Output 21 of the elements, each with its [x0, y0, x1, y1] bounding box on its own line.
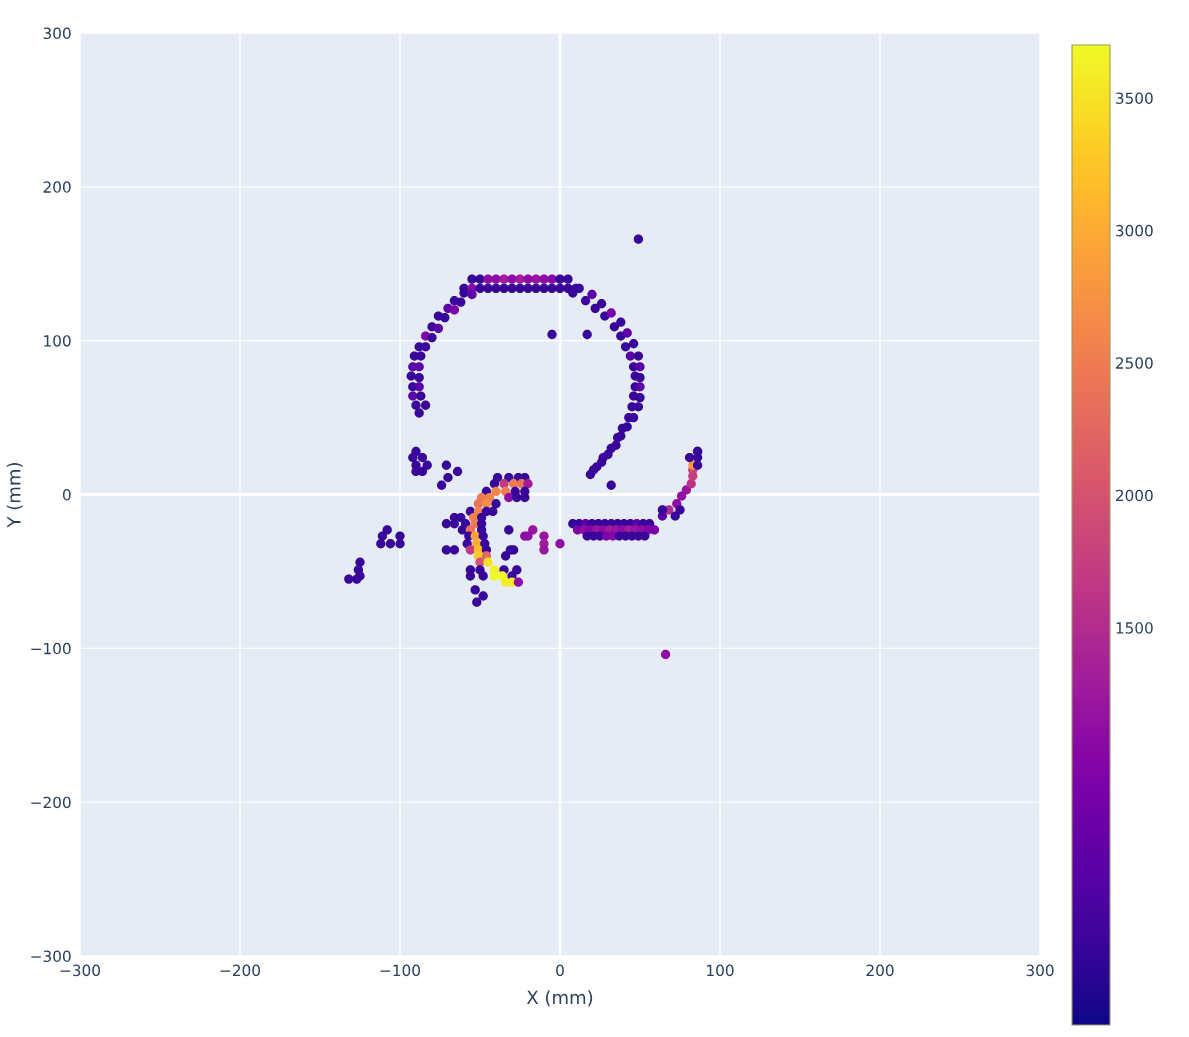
y-axis-title: Y (mm) [6, 463, 23, 528]
color-bar-label: 2500 [1115, 357, 1153, 369]
y-tick-label: −300 [31, 950, 71, 963]
color-bar-label: 3500 [1116, 92, 1153, 104]
x-tick-label: 100 [707, 964, 734, 977]
x-axis-title: X (mm) [526, 990, 593, 1007]
y-tick-label: 0 [62, 488, 71, 501]
x-tick-label: −100 [380, 964, 420, 977]
y-tick-label: 200 [43, 181, 71, 193]
x-tick-label: 0 [556, 964, 564, 977]
y-tick-label: −100 [31, 642, 71, 655]
color-bar-label: 3000 [1116, 224, 1153, 237]
x-tick-label: −300 [60, 964, 100, 977]
x-tick-label: 200 [866, 964, 894, 977]
color-bar-label: 2000 [1115, 489, 1153, 502]
y-tick-label: −200 [31, 796, 71, 809]
y-tick-label: 300 [43, 27, 71, 40]
y-tick-label: 100 [44, 335, 71, 347]
x-tick-label: −200 [220, 964, 260, 977]
x-tick-label: 300 [1026, 964, 1054, 977]
color-bar-label: 1500 [1116, 622, 1153, 634]
